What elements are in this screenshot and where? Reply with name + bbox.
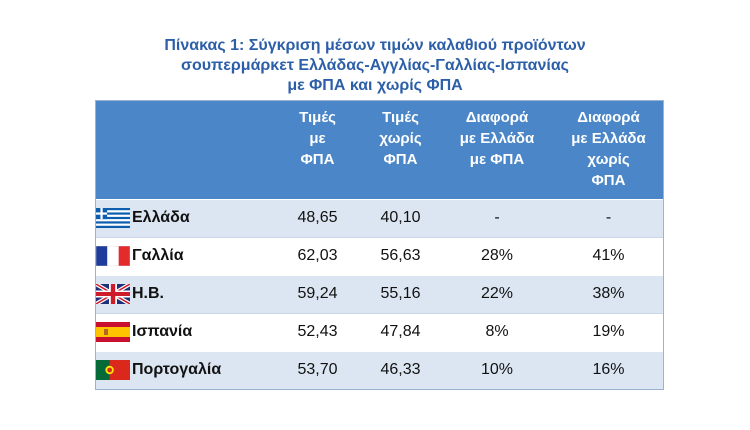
table-row: Γαλλία 62,03 56,63 28% 41% [96, 236, 663, 275]
country-cell: Πορτογαλία [96, 350, 276, 389]
table-row: Η.Β. 59,24 55,16 22% 38% [96, 274, 663, 313]
price-with-vat: 62,03 [276, 236, 359, 275]
table-row: Ισπανία 52,43 47,84 8% 19% [96, 312, 663, 351]
price-without-vat: 46,33 [359, 350, 442, 389]
country-cell: Γαλλία [96, 236, 276, 275]
header-diff-without-vat: Διαφορά με Ελλάδα χωρίς ΦΠΑ [552, 101, 663, 199]
diff-without-vat: 41% [552, 236, 663, 275]
price-with-vat: 48,65 [276, 198, 359, 237]
spain-flag-icon [96, 322, 130, 342]
country-name: Πορτογαλία [132, 361, 222, 379]
caption-line-1: Πίνακας 1: Σύγκριση μέσων τιμών καλαθιού… [164, 37, 586, 54]
country-name: Η.Β. [132, 285, 164, 302]
country-name: Ισπανία [132, 323, 193, 340]
country-name: Γαλλία [132, 247, 184, 264]
diff-with-vat: - [442, 198, 552, 237]
country-cell: Ισπανία [96, 312, 276, 351]
header-row: Τιμές με ΦΠΑ Τιμές χωρίς ΦΠΑ Διαφορά με … [96, 101, 663, 199]
header-with-vat: Τιμές με ΦΠΑ [276, 101, 359, 199]
diff-without-vat: 38% [552, 274, 663, 313]
table-row: Ελλάδα 48,65 40,10 - - [96, 198, 663, 237]
header-diff-with-vat: Διαφορά με Ελλάδα με ΦΠΑ [442, 101, 552, 199]
header-without-vat: Τιμές χωρίς ΦΠΑ [359, 101, 442, 199]
price-without-vat: 55,16 [359, 274, 442, 313]
diff-with-vat: 28% [442, 236, 552, 275]
diff-without-vat: 16% [552, 350, 663, 389]
greece-flag-icon [96, 208, 130, 228]
table-row: Πορτογαλία 53,70 46,33 10% 16% [96, 350, 663, 389]
table-caption: Πίνακας 1: Σύγκριση μέσων τιμών καλαθιού… [95, 36, 655, 96]
diff-with-vat: 8% [442, 312, 552, 351]
price-table-frame: Τιμές με ΦΠΑ Τιμές χωρίς ΦΠΑ Διαφορά με … [95, 100, 664, 390]
france-flag-icon [96, 245, 131, 267]
diff-with-vat: 22% [442, 274, 552, 313]
diff-without-vat: 19% [552, 312, 663, 351]
country-name: Ελλάδα [132, 209, 190, 226]
caption-line-3: με ΦΠΑ και χωρίς ΦΠΑ [287, 77, 463, 94]
price-with-vat: 59,24 [276, 274, 359, 313]
price-with-vat: 53,70 [276, 350, 359, 389]
country-cell: Ελλάδα [96, 198, 276, 237]
header-country [96, 101, 276, 199]
portugal-flag-icon [96, 360, 130, 381]
country-cell: Η.Β. [96, 274, 276, 313]
price-without-vat: 47,84 [359, 312, 442, 351]
price-without-vat: 56,63 [359, 236, 442, 275]
diff-without-vat: - [552, 198, 663, 237]
diff-with-vat: 10% [442, 350, 552, 389]
caption-line-2: σουπερμάρκετ Ελλάδας-Αγγλίας-Γαλλίας-Ισπ… [181, 57, 569, 74]
price-comparison-table: Τιμές με ΦΠΑ Τιμές χωρίς ΦΠΑ Διαφορά με … [96, 101, 663, 389]
uk-flag-icon [96, 282, 132, 306]
price-with-vat: 52,43 [276, 312, 359, 351]
price-without-vat: 40,10 [359, 198, 442, 237]
